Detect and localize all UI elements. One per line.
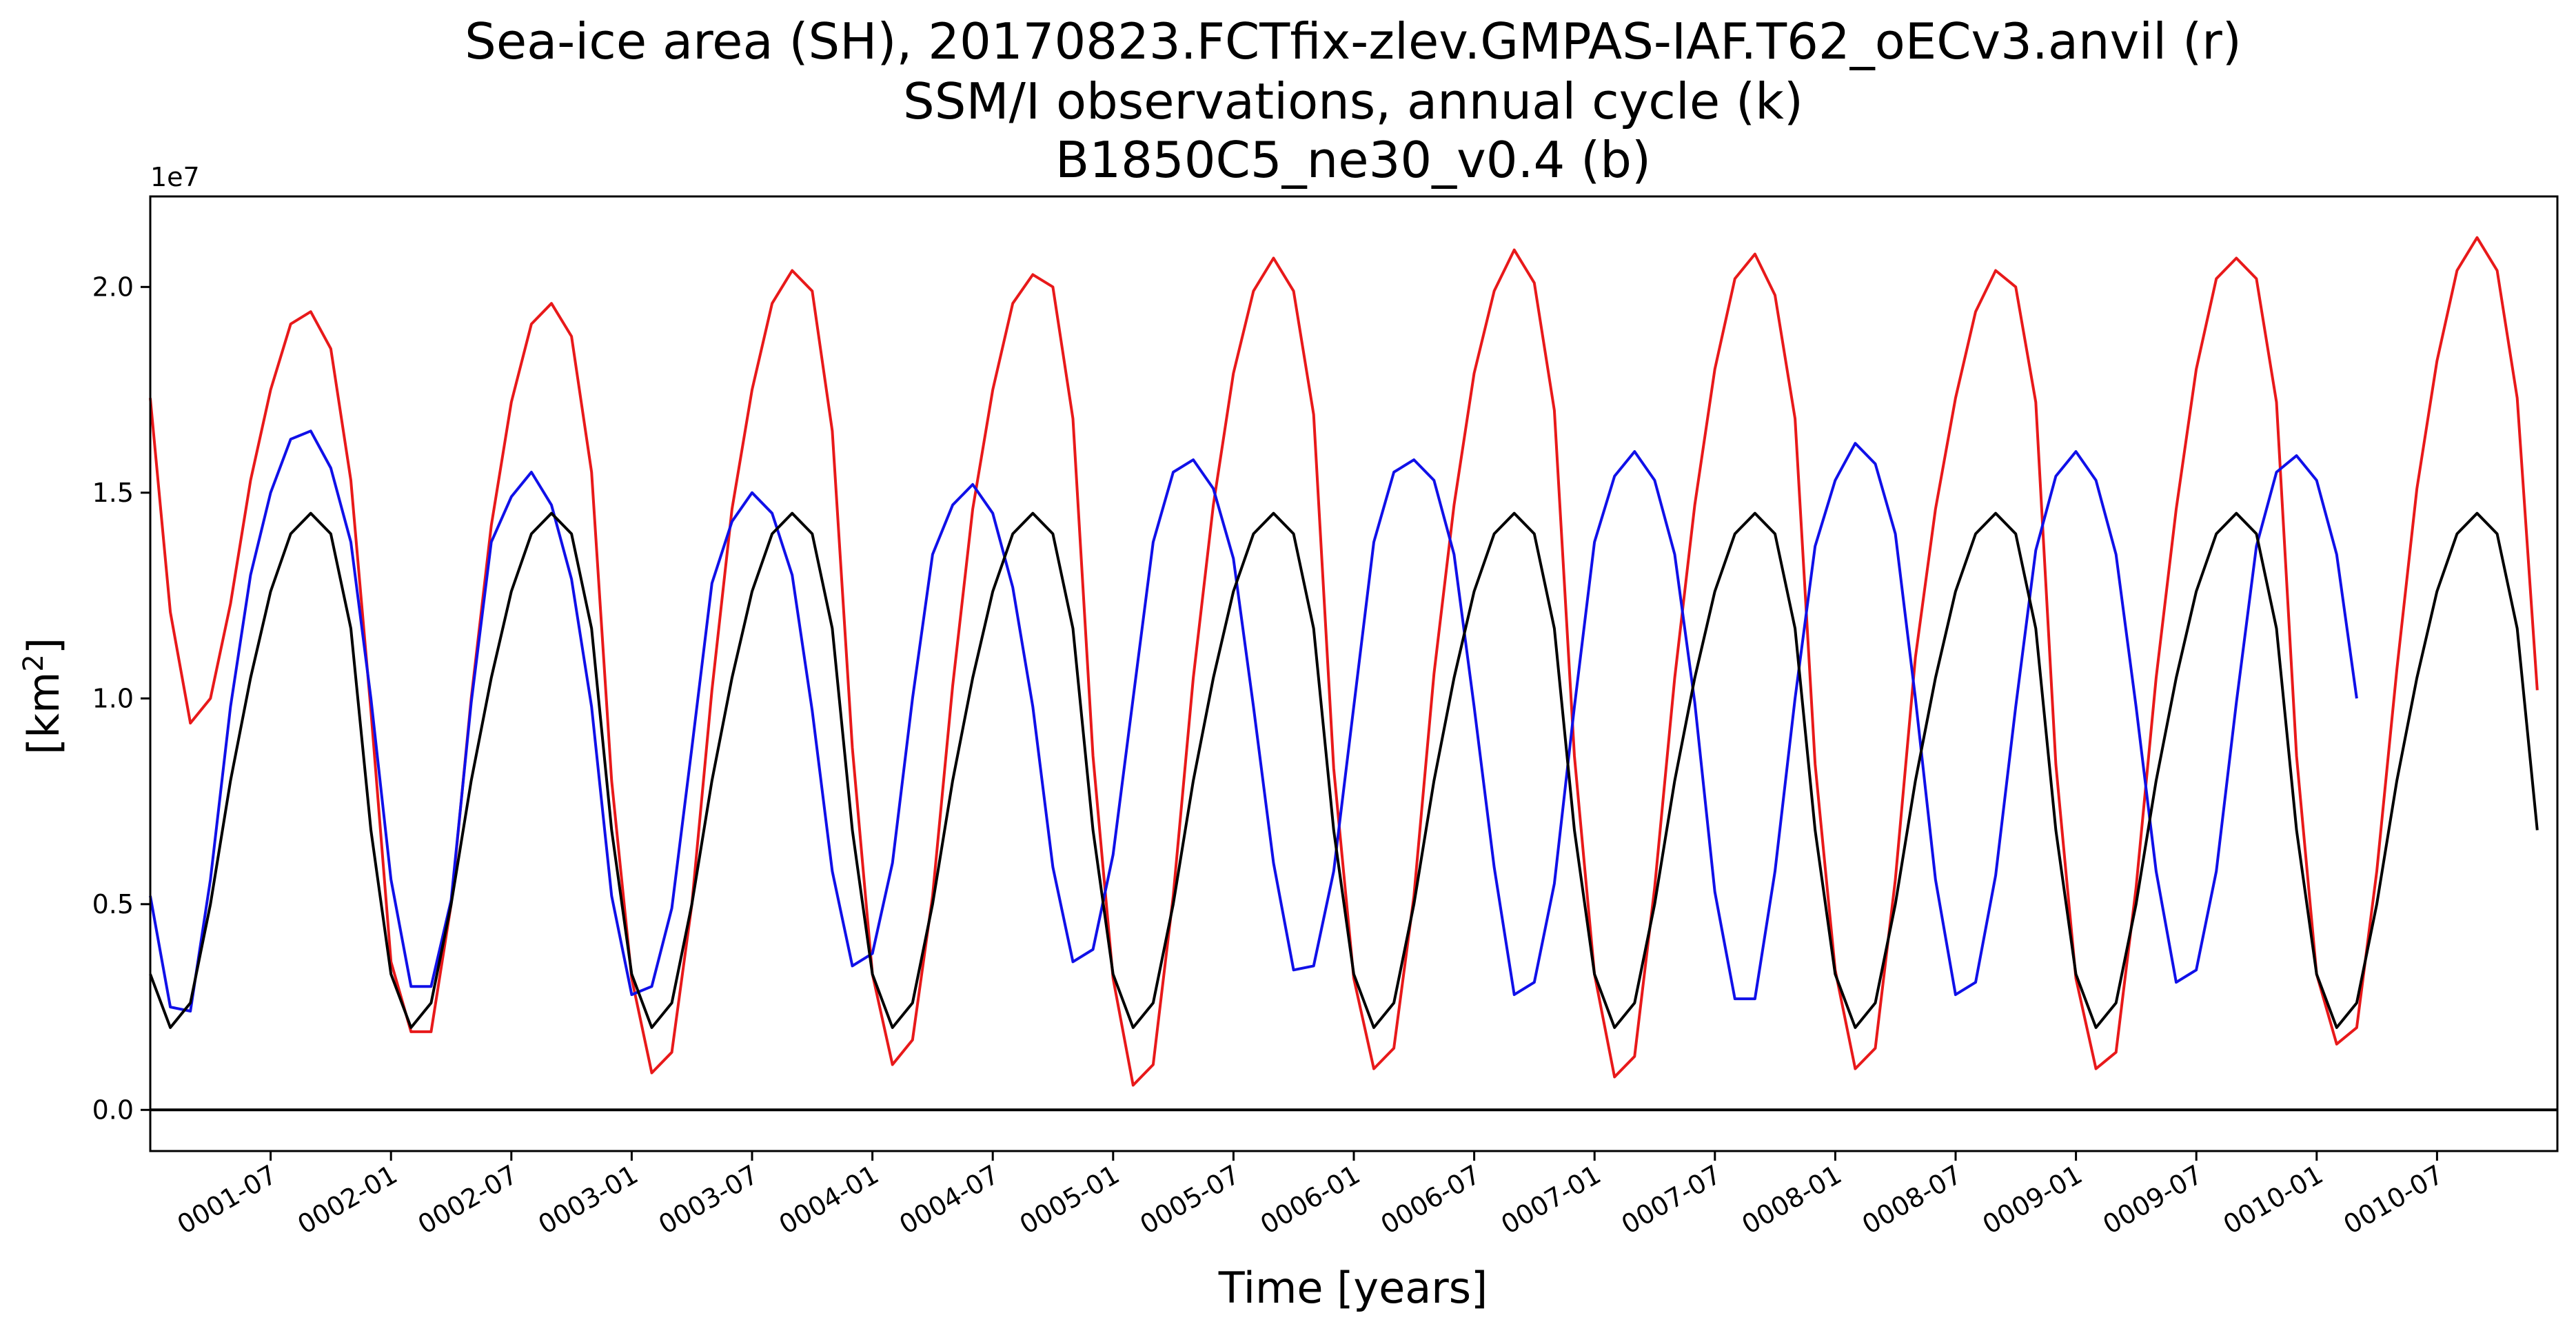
y-tick-label: 2.0 xyxy=(92,272,134,302)
x-tick-label: 0007-01 xyxy=(1496,1159,1606,1240)
x-tick-label: 0005-07 xyxy=(1135,1159,1245,1240)
x-tick-label: 0007-07 xyxy=(1616,1159,1727,1240)
series-line-2 xyxy=(149,511,2539,1029)
chart-title-line-3: B1850C5_ne30_v0.4 (b) xyxy=(1055,131,1651,189)
series-layer xyxy=(149,236,2539,1087)
plot-frame xyxy=(149,195,2559,1152)
x-tick-label: 0003-07 xyxy=(653,1159,764,1240)
y-tick-label: 0.5 xyxy=(92,889,134,919)
x-axis: 0001-07 0002-01 0002-07 0003-01 0003-07 0004-… xyxy=(172,1151,2448,1240)
x-tick-label: 0009-07 xyxy=(2098,1159,2208,1240)
x-tick-label: 0002-01 xyxy=(292,1159,403,1240)
x-tick-label: 0001-07 xyxy=(172,1159,283,1240)
x-tick-label: 0006-07 xyxy=(1376,1159,1486,1240)
chart-title: Sea-ice area (SH), 20170823.FCTfix-zlev.… xyxy=(465,12,2242,189)
y-tick-label: 0.0 xyxy=(92,1095,134,1125)
y-axis-label-superscript: 2 xyxy=(18,654,50,671)
x-tick-label: 0004-07 xyxy=(894,1159,1004,1240)
x-tick-label: 0005-01 xyxy=(1015,1159,1125,1240)
x-tick-label: 0010-01 xyxy=(2218,1159,2329,1240)
x-tick-label: 0004-01 xyxy=(774,1159,884,1240)
y-tick-label: 1.5 xyxy=(92,478,134,508)
y-axis: 0.0 0.5 1.0 1.5 2.0 xyxy=(92,272,150,1125)
x-tick-label: 0003-01 xyxy=(533,1159,643,1240)
x-tick-label: 0008-01 xyxy=(1736,1159,1847,1240)
x-tick-label: 0010-07 xyxy=(2338,1159,2448,1240)
series-line-1 xyxy=(149,429,2358,1013)
y-axis-label-main: [km xyxy=(19,672,69,755)
y-axis-offset-label: 1e7 xyxy=(150,162,200,192)
y-tick-label: 1.0 xyxy=(92,683,134,713)
x-axis-label: Time [years] xyxy=(1218,1263,1488,1313)
x-tick-label: 0009-01 xyxy=(1978,1159,2088,1240)
chart-title-line-2: SSM/I observations, annual cycle (k) xyxy=(903,72,1803,130)
x-tick-label: 0002-07 xyxy=(413,1159,523,1240)
x-tick-label: 0006-01 xyxy=(1255,1159,1366,1240)
x-tick-label: 0008-07 xyxy=(1857,1159,1967,1240)
y-axis-label-end: ] xyxy=(19,638,69,654)
y-axis-label: [km2] xyxy=(18,638,69,755)
plot-area xyxy=(149,195,2559,1152)
chart-title-line-1: Sea-ice area (SH), 20170823.FCTfix-zlev.… xyxy=(465,12,2242,70)
series-line-0 xyxy=(149,236,2539,1087)
